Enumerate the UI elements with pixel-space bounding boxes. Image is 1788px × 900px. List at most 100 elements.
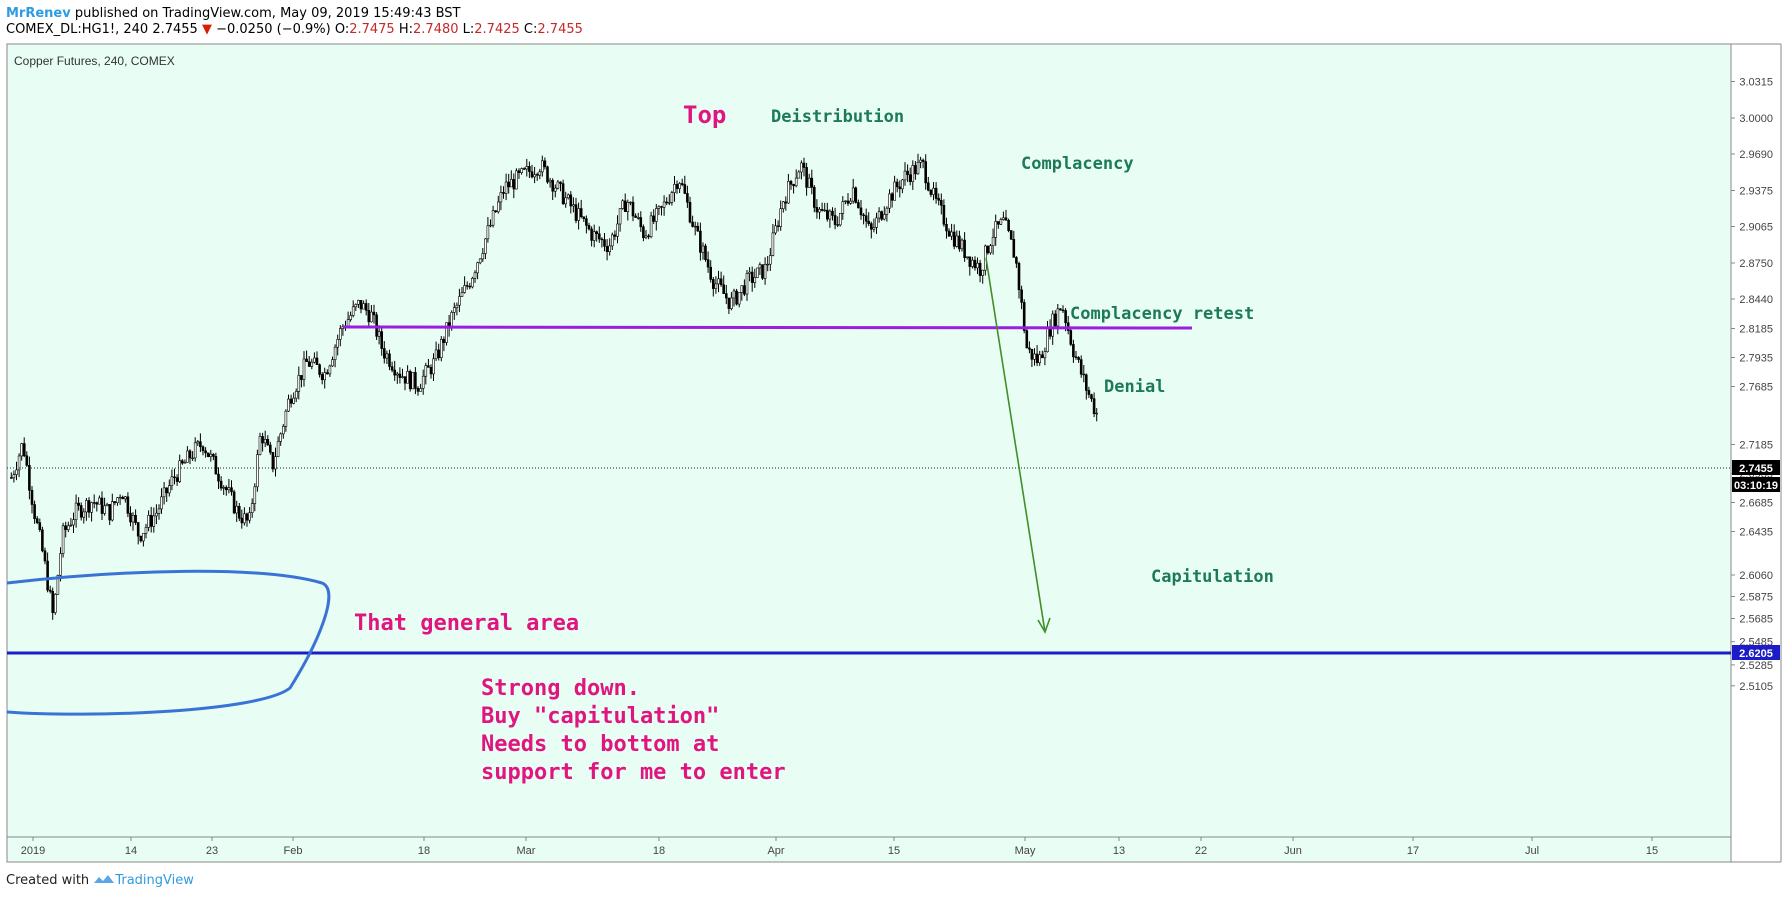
candle-body — [476, 262, 479, 274]
annotation-general-area[interactable]: That general area — [354, 611, 579, 636]
support-zone-ellipse[interactable] — [6, 569, 331, 716]
candle-body — [349, 315, 352, 320]
candle-body — [846, 200, 850, 204]
candle-body — [496, 201, 500, 213]
candle-body — [302, 358, 306, 380]
candle-body — [613, 234, 617, 237]
candle-body — [820, 209, 824, 211]
candle-body — [178, 460, 181, 482]
candle-body — [704, 245, 707, 260]
downtrend-arrow[interactable] — [985, 257, 1046, 633]
candles-series[interactable] — [10, 153, 1098, 620]
annotation-complacency-retest[interactable]: Complacency retest — [1070, 304, 1254, 324]
annotation-top[interactable]: Top — [683, 101, 726, 129]
candle-body — [274, 456, 277, 470]
published-text: published on TradingView.com, May 09, 20… — [70, 6, 461, 21]
candle-body — [471, 277, 474, 288]
candle-body — [77, 502, 80, 506]
candle-body — [753, 277, 757, 283]
candle-body — [160, 496, 163, 510]
candle-body — [486, 225, 490, 240]
candle-body — [30, 489, 34, 505]
candle-body — [35, 518, 39, 524]
candle-body — [28, 464, 31, 491]
x-tick-label: Apr — [767, 845, 784, 857]
candle-body — [610, 234, 614, 247]
candle-body — [1009, 230, 1013, 240]
candle-body — [12, 474, 16, 479]
candle-body — [240, 517, 244, 524]
candle-body — [25, 455, 29, 466]
annotation-needs-bottom[interactable]: Needs to bottom at — [481, 732, 719, 757]
annotation-support-enter[interactable]: support for me to enter — [481, 760, 786, 785]
author-link[interactable]: MrRenev — [6, 6, 71, 21]
y-tick-label: 2.5105 — [1739, 681, 1773, 693]
candle-body — [535, 174, 539, 176]
candle-body — [294, 391, 298, 399]
annotation-strong-down[interactable]: Strong down. — [481, 676, 640, 701]
candle-body — [623, 200, 627, 213]
close-label: C: — [523, 22, 538, 37]
last-price: 2.7455 — [152, 22, 198, 37]
candle-body — [333, 346, 337, 361]
candle-body — [1054, 313, 1057, 327]
candle-body — [230, 487, 233, 493]
candle-body — [869, 223, 873, 230]
annotation-buy-capitulation[interactable]: Buy "capitulation" — [481, 704, 719, 729]
price-axis[interactable]: 3.0315 3.0000 2.9690 2.9375 2.9065 2.8750 2.84… — [1731, 77, 1773, 693]
candle-body — [996, 221, 1000, 225]
candle-body — [219, 480, 223, 489]
last-price-tag — [1732, 460, 1780, 475]
candle-body — [297, 375, 301, 392]
candle-body — [849, 200, 852, 204]
candle-body — [105, 504, 109, 507]
x-tick-label: 18 — [418, 845, 430, 857]
candle-body — [1074, 356, 1078, 358]
candle-body — [976, 262, 979, 269]
candle-body — [261, 436, 264, 444]
candle-body — [152, 515, 156, 527]
support-price-tag-label: 2.6205 — [1739, 648, 1773, 660]
candle-body — [525, 166, 529, 170]
candle-body — [914, 165, 917, 175]
candle-body — [281, 426, 285, 435]
candle-body — [882, 214, 886, 220]
y-tick-label: 2.9065 — [1739, 222, 1773, 234]
candle-body — [85, 500, 88, 513]
annotation-distribution[interactable]: Deistribution — [771, 107, 904, 127]
time-axis[interactable]: 2019 14 23 Feb 18 Mar 18 Apr 15 May 13 22 Jun 17 Jul 15 — [21, 837, 1658, 857]
annotation-complacency[interactable]: Complacency — [1021, 154, 1134, 174]
candle-body — [1092, 398, 1096, 415]
candle-body — [774, 225, 777, 234]
candle-body — [528, 166, 531, 172]
candle-body — [740, 285, 744, 293]
resistance-line[interactable] — [342, 325, 1193, 330]
tradingview-brand-link[interactable]: TradingView — [115, 873, 194, 888]
y-tick-label: 3.0000 — [1739, 113, 1773, 125]
candle-body — [776, 225, 780, 227]
candle-body — [929, 189, 933, 195]
candle-body — [56, 575, 60, 595]
annotation-capitulation[interactable]: Capitulation — [1151, 567, 1274, 587]
candle-body — [621, 200, 624, 209]
candle-body — [46, 560, 49, 591]
candle-body — [183, 462, 187, 464]
candle-body — [113, 501, 117, 504]
candle-body — [445, 322, 448, 343]
candle-body — [149, 514, 153, 527]
candle-body — [888, 193, 891, 209]
candle-body — [823, 209, 826, 212]
x-tick-label: 15 — [888, 845, 900, 857]
candle-body — [750, 271, 754, 283]
plot-area[interactable] — [6, 43, 1732, 863]
candle-body — [986, 245, 990, 254]
candle-body — [38, 522, 42, 530]
annotation-denial[interactable]: Denial — [1104, 377, 1165, 397]
candle-body — [919, 159, 922, 163]
candle-body — [320, 374, 324, 380]
candle-body — [579, 208, 583, 217]
y-tick-label: 2.9375 — [1739, 186, 1773, 198]
candle-body — [429, 367, 433, 375]
candle-body — [222, 487, 225, 489]
